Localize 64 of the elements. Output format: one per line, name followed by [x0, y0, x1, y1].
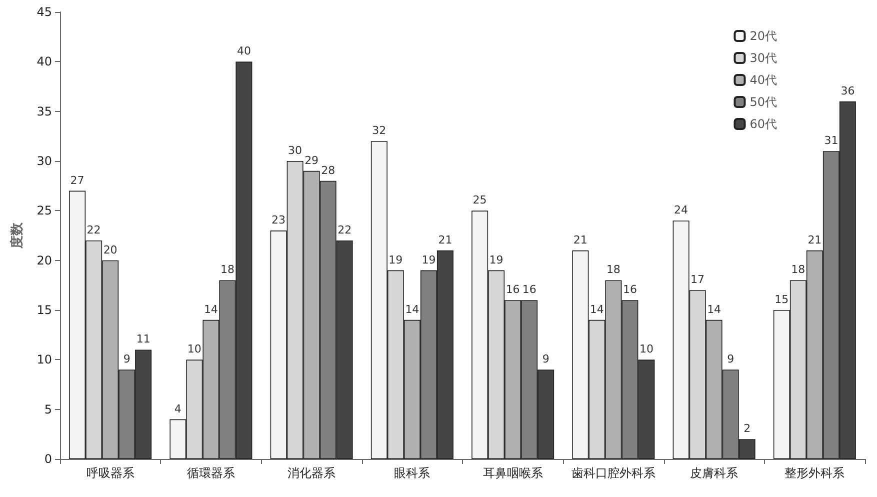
- y-tick-label: 25: [36, 204, 52, 218]
- x-tick-label: 耳鼻咽喉系: [482, 466, 543, 480]
- legend-label: 20代: [750, 29, 778, 43]
- x-tick-label: 皮膚科系: [690, 466, 738, 480]
- data-label: 9: [727, 352, 734, 366]
- x-tick-label: 循環器系: [186, 466, 235, 480]
- y-tick-label: 20: [36, 253, 52, 268]
- data-label: 14: [204, 302, 218, 316]
- y-tick-label: 35: [36, 104, 52, 118]
- data-label: 21: [438, 233, 452, 246]
- data-label: 9: [123, 352, 130, 366]
- data-label: 14: [707, 302, 722, 316]
- data-label: 17: [690, 273, 705, 286]
- y-tick-label: 15: [36, 303, 52, 317]
- data-label: 16: [506, 283, 520, 296]
- data-label: 4: [174, 402, 182, 416]
- data-label: 15: [774, 293, 789, 306]
- data-label: 22: [86, 223, 101, 236]
- legend-label: 50代: [750, 95, 778, 109]
- x-tick-label: 歯科口腔外科系: [571, 466, 656, 480]
- data-label: 18: [606, 263, 620, 276]
- data-label: 11: [136, 332, 150, 346]
- data-label: 19: [489, 253, 504, 266]
- data-label: 30: [288, 144, 302, 157]
- x-tick-label: 整形外科系: [784, 466, 845, 480]
- data-label: 16: [522, 283, 536, 296]
- legend-label: 30代: [750, 51, 778, 65]
- data-label: 2: [744, 422, 751, 436]
- x-tick-label: 眼科系: [394, 466, 430, 480]
- data-label: 14: [405, 302, 420, 316]
- x-tick-label: 消化器系: [288, 466, 336, 480]
- data-label: 16: [622, 283, 637, 296]
- data-label: 23: [272, 214, 286, 227]
- data-label: 28: [321, 164, 336, 177]
- data-label: 31: [824, 134, 838, 148]
- data-label: 25: [472, 194, 487, 207]
- y-tick-label: 10: [36, 352, 52, 367]
- data-label: 36: [840, 84, 855, 98]
- data-label: 18: [791, 263, 806, 276]
- data-label: 10: [639, 342, 654, 356]
- data-label: 32: [372, 124, 386, 138]
- data-label: 10: [187, 342, 202, 356]
- legend-label: 40代: [750, 73, 778, 87]
- data-label: 21: [808, 233, 822, 246]
- y-tick-label: 30: [36, 154, 52, 168]
- data-label: 40: [236, 44, 251, 58]
- data-label: 20: [103, 243, 118, 256]
- y-tick-label: 40: [36, 54, 52, 69]
- y-axis-title: 度数: [9, 222, 25, 250]
- y-tick-label: 5: [44, 402, 52, 416]
- data-label: 19: [422, 253, 436, 266]
- data-label: 24: [674, 204, 688, 217]
- data-label: 21: [573, 233, 588, 246]
- legend-label: 60代: [750, 117, 778, 131]
- data-label: 22: [338, 223, 352, 236]
- y-tick-label: 45: [36, 5, 52, 19]
- data-label: 19: [388, 253, 403, 266]
- data-label: 18: [220, 263, 234, 276]
- data-label: 27: [70, 174, 84, 187]
- y-tick-label: 0: [44, 452, 52, 466]
- data-label: 14: [590, 302, 604, 316]
- data-label: 9: [542, 352, 550, 366]
- data-label: 29: [304, 154, 319, 167]
- x-tick-label: 呼吸器系: [86, 466, 134, 480]
